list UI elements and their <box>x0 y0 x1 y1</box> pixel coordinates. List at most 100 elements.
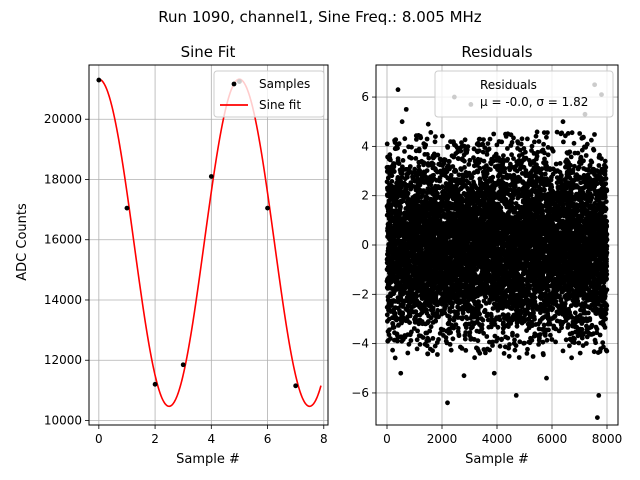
residual-point <box>433 134 438 140</box>
residual-point <box>413 309 419 314</box>
y-tick-label: 0 <box>361 238 369 252</box>
residual-point <box>458 148 464 154</box>
x-tick-label: 6000 <box>537 432 568 446</box>
residual-point <box>450 336 456 342</box>
residual-point <box>455 325 461 331</box>
residual-point <box>472 355 477 361</box>
residual-point <box>428 130 434 135</box>
residual-point <box>399 168 405 174</box>
residual-point <box>398 204 403 210</box>
residual-point <box>510 332 515 338</box>
residual-point <box>405 350 411 356</box>
residual-point <box>435 352 440 357</box>
residual-point <box>481 137 486 143</box>
sample-point <box>124 205 130 211</box>
residual-point <box>456 333 462 339</box>
residual-point <box>420 335 426 340</box>
residual-point <box>516 355 522 360</box>
residual-point <box>407 320 412 325</box>
residual-point <box>424 343 430 349</box>
residual-point <box>388 157 393 163</box>
residual-point <box>398 282 403 288</box>
residual-point <box>475 338 481 344</box>
sine-fit-axes: Sine Fit Sample # ADC Counts 0 2 4 6 8100001… <box>15 43 329 467</box>
residual-point <box>409 170 415 176</box>
residual-point <box>411 326 417 331</box>
residual-point <box>395 156 401 162</box>
residual-point <box>425 152 430 157</box>
residual-point <box>512 347 518 353</box>
residual-point <box>418 135 424 141</box>
y-tick-label: 18000 <box>44 172 82 186</box>
y-tick-label: −2 <box>351 287 369 301</box>
residual-point <box>414 346 420 352</box>
residual-point <box>386 332 392 338</box>
residual-point <box>421 160 427 166</box>
sine-fit-xlabel: Sample # <box>176 452 240 467</box>
sample-point <box>96 77 102 83</box>
residual-point <box>505 335 511 341</box>
residual-point <box>389 173 395 179</box>
residual-point <box>453 168 459 174</box>
residual-point <box>501 351 507 356</box>
residual-point <box>501 153 506 159</box>
residual-point <box>405 190 411 196</box>
residual-point <box>414 293 420 299</box>
residual-point <box>477 311 482 317</box>
sample-point <box>208 174 214 179</box>
x-tick-label: 4 <box>207 432 215 446</box>
x-tick-label: 0 <box>95 432 103 446</box>
residuals-xlabel: Sample # <box>465 452 529 467</box>
residual-point <box>396 141 402 147</box>
residual-point <box>448 347 454 353</box>
residual-point <box>440 133 445 139</box>
residual-point <box>407 304 412 309</box>
sample-point <box>265 205 270 211</box>
residual-point <box>500 330 506 335</box>
residual-point <box>430 161 436 167</box>
residual-point <box>509 140 515 145</box>
residual-point <box>417 342 423 347</box>
residual-point <box>414 137 419 142</box>
x-tick-label: 4000 <box>482 432 513 446</box>
residual-point <box>466 162 472 167</box>
residual-point <box>485 141 491 147</box>
residual-point <box>445 145 451 150</box>
residual-point <box>416 163 422 169</box>
residual-point <box>430 348 435 354</box>
residual-point <box>416 148 422 154</box>
figure-suptitle: Run 1090, channel1, Sine Freq.: 8.005 MH… <box>158 8 482 26</box>
legend-samples-marker <box>231 81 237 87</box>
residual-point <box>436 337 441 342</box>
y-tick-label: 2 <box>361 189 369 203</box>
residual-point <box>502 166 508 171</box>
residual-point <box>425 351 431 357</box>
residual-point <box>488 167 493 173</box>
residual-point <box>409 144 414 150</box>
residual-point <box>513 343 519 348</box>
y-tick-label: 6 <box>361 90 369 104</box>
residual-point <box>390 347 395 353</box>
residual-point <box>400 164 405 170</box>
y-tick-label: 12000 <box>44 353 82 367</box>
residual-point <box>419 247 424 253</box>
residual-point <box>431 172 436 178</box>
residual-point <box>400 310 406 316</box>
residual-point <box>518 141 524 147</box>
x-tick-label: 0 <box>383 432 391 446</box>
x-tick-label: 6 <box>264 432 272 446</box>
residual-point <box>430 336 436 341</box>
residual-point <box>484 171 490 177</box>
residual-point <box>487 347 492 353</box>
residual-point <box>407 313 413 319</box>
residual-point <box>409 329 414 335</box>
residual-point <box>384 141 390 147</box>
residual-point <box>391 169 397 175</box>
residual-point <box>426 319 431 324</box>
residual-point <box>514 333 520 338</box>
residual-point <box>408 338 414 343</box>
x-tick-label: 2 <box>151 432 159 446</box>
residual-point <box>396 161 402 167</box>
residual-point <box>448 330 453 335</box>
